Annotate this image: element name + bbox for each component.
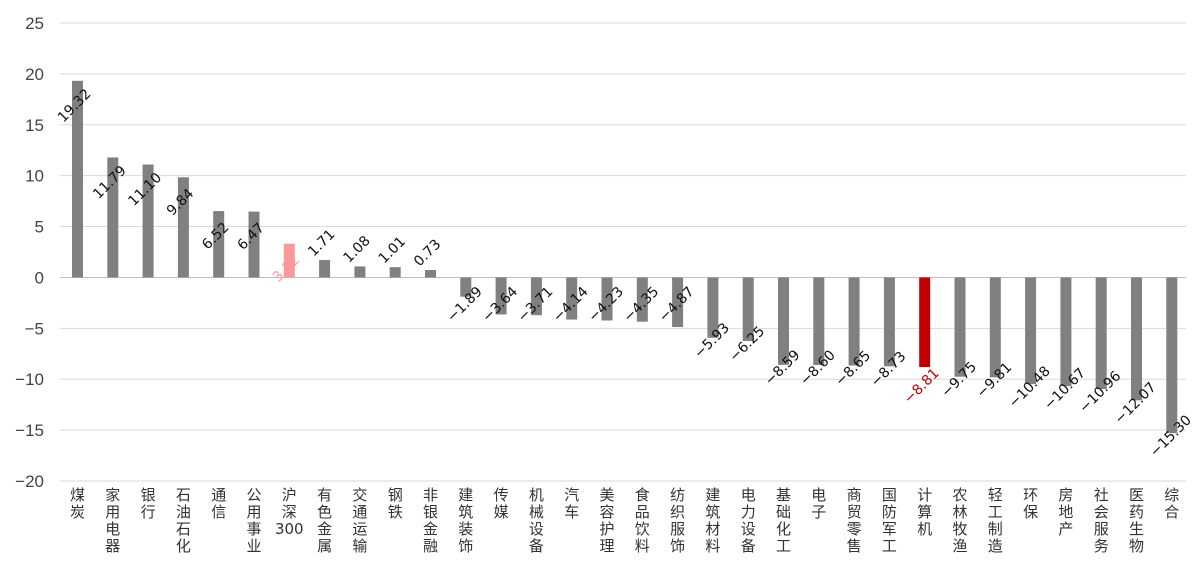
bar	[566, 277, 578, 320]
category-label: 电力设备	[741, 486, 756, 555]
bar	[460, 277, 472, 297]
category-label: 石油石化	[176, 486, 191, 555]
category-label: 商贸零售	[847, 486, 862, 555]
category-label: 医药生物	[1129, 486, 1144, 555]
bar	[1166, 277, 1178, 434]
y-tick-label: 10	[25, 167, 44, 186]
data-label: 1.01	[376, 234, 409, 267]
y-tick-label: 15	[25, 116, 44, 135]
bar	[778, 277, 789, 365]
bar	[495, 277, 507, 315]
category-label: 银行	[141, 486, 156, 521]
bar	[1095, 277, 1107, 389]
bar	[919, 277, 931, 368]
category-label: 社会服务	[1094, 486, 1109, 555]
category-label: 国防军工	[882, 486, 897, 555]
y-axis-tick-labels: 25 20 15 10 5 0 −5 −10 −15 −20	[15, 14, 44, 491]
category-label: 美容护理	[599, 486, 614, 555]
category-label: 电子	[811, 486, 826, 521]
category-label: 建筑装饰	[458, 486, 473, 555]
y-tick-label: 20	[25, 65, 44, 84]
bar	[1025, 277, 1037, 385]
category-label: 轻工制造	[988, 486, 1003, 555]
category-label: 有色金属	[317, 486, 332, 555]
bar	[142, 164, 154, 278]
bar	[707, 277, 719, 338]
category-label: 通信	[211, 486, 226, 521]
bar	[354, 266, 366, 278]
category-label: 综合	[1164, 486, 1179, 521]
bar	[213, 211, 225, 278]
bar	[813, 277, 825, 365]
category-label: 交通运输	[352, 486, 367, 555]
bar	[248, 211, 260, 278]
category-label: 非银金融	[423, 486, 438, 555]
y-tick-label: −5	[25, 319, 44, 338]
y-tick-label: 25	[25, 14, 44, 33]
bar	[425, 270, 436, 278]
bar	[742, 277, 754, 342]
bar	[530, 277, 542, 316]
gridlines	[60, 22, 1186, 482]
bars	[72, 80, 1178, 434]
data-label: 1.08	[340, 233, 373, 266]
y-tick-label: 5	[35, 218, 44, 237]
category-label: 公用事业	[246, 486, 261, 555]
category-label: 环保	[1023, 486, 1038, 521]
category-label: 沪深 300	[275, 486, 304, 538]
bar	[389, 267, 401, 278]
bar	[601, 277, 613, 321]
bar	[1131, 277, 1142, 401]
data-label: 1.71	[305, 227, 338, 260]
bar	[72, 80, 83, 278]
bar	[636, 277, 648, 322]
category-label: 家用电器	[105, 486, 120, 555]
category-label: 煤炭	[70, 486, 85, 521]
category-label: 传媒	[494, 486, 509, 521]
category-label: 食品饮料	[635, 486, 650, 555]
bar	[954, 277, 966, 377]
data-label: 3.32	[270, 252, 303, 285]
category-label: 汽车	[564, 486, 579, 521]
y-tick-label: −20	[15, 472, 44, 491]
category-label: 机械设备	[529, 486, 544, 555]
y-tick-label: −15	[15, 421, 44, 440]
y-tick-label: 0	[35, 268, 44, 287]
bar	[989, 277, 1001, 378]
bar	[672, 277, 684, 328]
bar	[283, 243, 295, 278]
category-label: 农林牧渔	[952, 486, 967, 555]
bar	[177, 177, 189, 278]
category-label: 计算机	[917, 486, 932, 538]
category-label: 基础化工	[776, 486, 791, 555]
category-label: 纺织服饰	[670, 486, 685, 555]
data-label: −8.81	[901, 365, 943, 407]
category-label: 建筑材料	[705, 486, 720, 555]
bar	[883, 277, 895, 367]
y-tick-label: −10	[15, 370, 44, 389]
data-label: 0.73	[411, 237, 444, 270]
category-label: 钢铁	[388, 486, 403, 521]
category-label: 房地产	[1058, 486, 1073, 538]
bar	[848, 277, 860, 366]
bar	[319, 260, 331, 278]
bar	[1060, 277, 1072, 387]
bar	[107, 157, 119, 278]
